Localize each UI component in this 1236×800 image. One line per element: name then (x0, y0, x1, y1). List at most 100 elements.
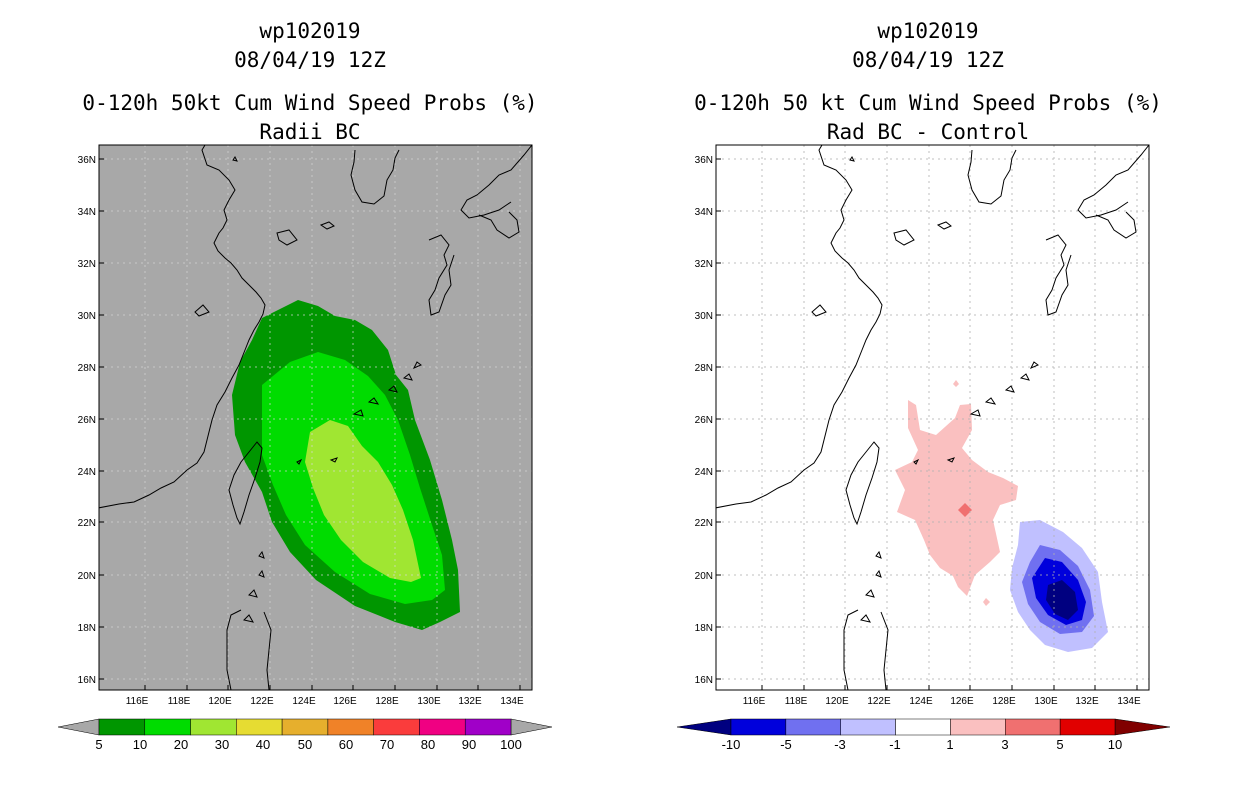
colorbar-segment (730, 718, 787, 736)
left-map-frame (98, 144, 533, 691)
colorbar-label: 1 (946, 737, 953, 752)
lat-label: 34N (695, 207, 713, 218)
colorbar-label: 70 (380, 737, 394, 752)
lat-label: 32N (78, 259, 96, 270)
colorbar-label: 100 (500, 737, 522, 752)
colorbar-label: -10 (722, 737, 741, 752)
colorbar-label: 80 (421, 737, 435, 752)
left-lat-labels: 36N 34N 32N 30N 28N 26N 24N 22N 20N 18N … (78, 155, 96, 686)
lat-label: 24N (695, 467, 713, 478)
colorbar-label: 10 (133, 737, 147, 752)
right-product-title: 0-120h 50 kt Cum Wind Speed Probs (%) (694, 91, 1162, 115)
colorbar-segment (1059, 718, 1116, 736)
lon-label: 120E (208, 696, 232, 707)
lon-label: 120E (825, 696, 849, 707)
lat-label: 36N (695, 155, 713, 166)
colorbar-label: 5 (95, 737, 102, 752)
colorbar-segment (464, 718, 512, 736)
lat-label: 28N (78, 363, 96, 374)
colorbar-segment (327, 718, 374, 736)
lon-label: 116E (743, 696, 766, 707)
colorbar-segment (1005, 718, 1061, 736)
colorbar-label: -1 (889, 737, 901, 752)
prob-contour-20 (305, 420, 421, 582)
lat-label: 16N (78, 675, 96, 686)
colorbar-segment (950, 718, 1006, 736)
colorbar-label: 10 (1108, 737, 1122, 752)
right-map-panel: 36N 34N 32N 30N 28N 26N 24N 22N 20N 18N … (676, 144, 1171, 752)
lat-label: 16N (695, 675, 713, 686)
colorbar-segment (840, 718, 896, 736)
left-datetime: 08/04/19 12Z (234, 48, 386, 72)
colorbar-segment (895, 718, 951, 736)
right-map-frame (715, 144, 1150, 691)
lat-label: 22N (78, 518, 96, 529)
lat-label: 34N (78, 207, 96, 218)
lon-label: 122E (867, 696, 891, 707)
colorbar-label: 5 (1056, 737, 1063, 752)
left-colorbar-low-arrow (57, 718, 100, 736)
right-colorbar-high-arrow (1114, 718, 1171, 736)
colorbar-segment (785, 718, 841, 736)
colorbar-segment (144, 718, 191, 736)
lon-label: 134E (500, 696, 524, 707)
diff-contour-pos-3 (958, 503, 972, 517)
left-colorbar: 5 10 20 30 40 50 60 70 80 90 100 (57, 718, 553, 752)
lat-label: 26N (695, 415, 713, 426)
colorbar-segment (98, 718, 146, 736)
colorbar-label: 3 (1001, 737, 1008, 752)
left-map-panel: 36N 34N 32N 30N 28N 26N 24N 22N 20N 18N … (57, 144, 553, 752)
lat-label: 24N (78, 467, 96, 478)
lat-label: 18N (695, 623, 713, 634)
lon-label: 116E (126, 696, 149, 707)
right-colorbar-low-arrow (676, 718, 732, 736)
lon-label: 128E (375, 696, 399, 707)
left-axis-ticks (99, 158, 521, 690)
lat-label: 18N (78, 623, 96, 634)
lon-label: 134E (1117, 696, 1141, 707)
left-storm-id: wp102019 (259, 19, 361, 43)
right-datetime: 08/04/19 12Z (852, 48, 1004, 72)
diff-contour-pos-1 (895, 400, 1018, 596)
lat-label: 30N (78, 311, 96, 322)
lat-label: 20N (78, 571, 96, 582)
lat-label: 32N (695, 259, 713, 270)
left-product-title: 0-120h 50kt Cum Wind Speed Probs (%) (82, 91, 538, 115)
right-title-block: wp102019 08/04/19 12Z 0-120h 50 kt Cum W… (652, 17, 1204, 147)
left-gridlines (99, 145, 532, 690)
lat-label: 30N (695, 311, 713, 322)
lon-label: 124E (909, 696, 933, 707)
lon-label: 128E (992, 696, 1016, 707)
lon-label: 132E (458, 696, 482, 707)
lon-label: 118E (168, 696, 191, 707)
lon-label: 124E (292, 696, 316, 707)
lat-label: 26N (78, 415, 96, 426)
right-lat-labels: 36N 34N 32N 30N 28N 26N 24N 22N 20N 18N … (695, 155, 713, 686)
left-colorbar-labels: 5 10 20 30 40 50 60 70 80 90 100 (95, 737, 521, 752)
lat-label: 20N (695, 571, 713, 582)
lon-label: 130E (417, 696, 441, 707)
lat-label: 36N (78, 155, 96, 166)
right-axis-ticks (716, 158, 1138, 690)
right-colorbar-segments (730, 718, 1116, 736)
left-colorbar-segments (98, 718, 512, 736)
colorbar-label: -5 (780, 737, 792, 752)
colorbar-segment (419, 718, 466, 736)
lon-label: 132E (1075, 696, 1099, 707)
right-storm-id: wp102019 (877, 19, 979, 43)
colorbar-label: 60 (339, 737, 353, 752)
colorbar-label: -3 (834, 737, 846, 752)
lat-label: 22N (695, 518, 713, 529)
lon-label: 122E (250, 696, 274, 707)
colorbar-label: 90 (462, 737, 476, 752)
lon-label: 126E (950, 696, 974, 707)
lat-label: 28N (695, 363, 713, 374)
colorbar-label: 20 (174, 737, 188, 752)
colorbar-label: 40 (256, 737, 270, 752)
colorbar-label: 50 (298, 737, 312, 752)
right-colorbar: -10 -5 -3 -1 1 3 5 10 (676, 718, 1171, 752)
left-lon-labels: 116E 118E 120E 122E 124E 126E 128E 130E … (126, 696, 524, 707)
colorbar-segment (281, 718, 329, 736)
right-gridlines (716, 145, 1149, 690)
right-lon-labels: 116E 118E 120E 122E 124E 126E 128E 130E … (743, 696, 1141, 707)
